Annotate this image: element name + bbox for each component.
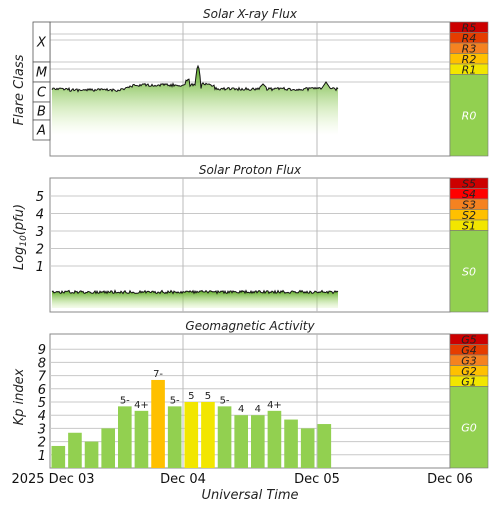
kp-bar-label-10: 5- — [220, 395, 230, 406]
xray-scale-label-r4: R4 — [462, 32, 477, 45]
xray-scale-label-r1: R1 — [462, 63, 477, 76]
kp-bar-label-9: 5 — [205, 391, 211, 402]
kp-plot-area — [49, 333, 451, 469]
proton-scale-label-s5: S5 — [462, 177, 476, 190]
proton-ytick-3: 3 — [36, 225, 44, 240]
xray-scale-label-r5: R5 — [462, 21, 477, 34]
kp-bars: 5- 4+ 7- 5- 5 5 5- 4 4 4+ — [51, 369, 332, 468]
kp-bar-1 — [68, 432, 82, 468]
kp-bar-11 — [234, 415, 248, 468]
kp-bar-7 — [167, 406, 182, 468]
xray-plot-area — [49, 21, 451, 157]
kp-scale-box-g0 — [449, 386, 489, 469]
proton-scale-label-s1: S1 — [462, 219, 476, 232]
flare-class-label-x: X — [36, 36, 47, 51]
proton-plot-area — [49, 177, 451, 313]
xray-flux-line — [51, 64, 339, 93]
kp-bar-15 — [300, 428, 315, 468]
kp-ytick-6: 6 — [38, 383, 46, 398]
proton-yticks: 5 4 3 2 1 — [36, 190, 44, 275]
flare-class-label-b: B — [37, 105, 46, 120]
kp-scale-label-g2: G2 — [461, 365, 477, 378]
kp-bar-14 — [284, 419, 298, 468]
kp-bar-label-7: 5- — [170, 395, 180, 406]
proton-scale-label-s3: S3 — [462, 198, 476, 211]
flare-class-label-m: M — [36, 66, 47, 81]
xray-scale-label-r3: R3 — [462, 42, 477, 55]
kp-ylabel: Kp index — [12, 368, 27, 425]
kp-bar-12 — [251, 415, 265, 468]
kp-scale-label-g0: G0 — [461, 421, 477, 434]
kp-ytick-2: 2 — [38, 436, 46, 451]
kp-ytick-3: 3 — [38, 422, 46, 437]
flare-class-box-a — [32, 119, 51, 141]
kp-bar-16 — [317, 424, 332, 468]
proton-scale-box-s0 — [449, 230, 489, 313]
x-date-label-3: Dec 06 — [427, 472, 473, 487]
proton-flux-fill — [52, 290, 338, 308]
proton-scale-label-s0: S0 — [462, 265, 476, 278]
x-date-label-1: Dec 04 — [160, 472, 206, 487]
proton-scale-label-s4: S4 — [462, 188, 476, 201]
kp-grid — [50, 334, 450, 468]
kp-bar-13 — [267, 410, 282, 468]
kp-scale-label-g1: G1 — [461, 375, 477, 388]
x-date-label-2: Dec 05 — [294, 472, 340, 487]
kp-bar-label-12: 4 — [255, 404, 261, 415]
kp-bar-label-13: 4+ — [267, 400, 282, 411]
kp-ytick-4: 4 — [38, 409, 46, 424]
kp-ytick-7: 7 — [38, 370, 47, 385]
flare-class-label-a: A — [36, 124, 46, 139]
x-date-label-0: 2025 Dec 03 — [11, 472, 94, 487]
proton-ylabel: Log10(pfu) — [12, 204, 29, 270]
xray-scale-box-r0 — [449, 74, 489, 157]
xray-title: Solar X-ray Flux — [203, 7, 298, 21]
kp-bar-label-4: 5- — [120, 395, 130, 406]
kp-bar-2 — [84, 441, 99, 468]
xray-ylabel: Flare Class — [12, 54, 27, 125]
kp-ytick-5: 5 — [38, 396, 46, 411]
flare-class-label-c: C — [37, 86, 47, 101]
proton-scale-label-s2: S2 — [462, 209, 476, 222]
kp-ytick-1: 1 — [38, 449, 46, 464]
kp-scale-label-g3: G3 — [461, 354, 477, 367]
kp-scale-label-g5: G5 — [461, 333, 477, 346]
kp-ytick-9: 9 — [38, 343, 46, 358]
kp-bar-10 — [217, 406, 232, 468]
kp-bar-9 — [201, 402, 215, 468]
proton-ytick-4: 4 — [36, 208, 44, 223]
xray-scale-label-r2: R2 — [462, 53, 477, 66]
kp-ytick-8: 8 — [38, 356, 46, 371]
proton-flux-line — [51, 289, 339, 295]
proton-title: Solar Proton Flux — [199, 163, 302, 177]
xray-flux-fill — [52, 66, 338, 135]
kp-bar-4 — [118, 406, 132, 468]
proton-ytick-1: 1 — [36, 260, 44, 275]
proton-ytick-5: 5 — [36, 190, 44, 205]
kp-bar-label-5: 4+ — [134, 400, 149, 411]
geomag-title: Geomagnetic Activity — [185, 319, 315, 333]
kp-scale-label-g4: G4 — [461, 344, 477, 357]
kp-bar-label-11: 4 — [238, 404, 244, 415]
kp-bar-5 — [134, 410, 149, 468]
kp-bar-3 — [101, 428, 115, 468]
kp-bar-label-8: 5 — [188, 391, 194, 402]
x-axis-label: Universal Time — [201, 488, 298, 503]
kp-bar-8 — [184, 402, 199, 468]
proton-grid — [50, 178, 450, 312]
proton-ytick-2: 2 — [36, 243, 44, 258]
kp-bar-0 — [51, 445, 66, 468]
kp-bar-6 — [151, 379, 165, 468]
kp-bar-label-6: 7- — [153, 369, 163, 380]
xray-scale-label-r0: R0 — [462, 109, 477, 122]
